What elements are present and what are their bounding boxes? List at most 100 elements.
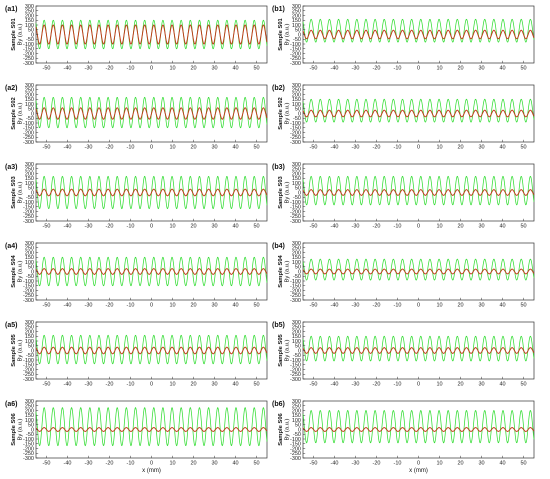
chart-5-ytick-label-8: -100	[290, 200, 301, 206]
chart-10-ytick-label-7: -50	[26, 432, 34, 438]
chart-0-ytick-label-12: -300	[23, 61, 34, 67]
chart-4-ytick-label-8: -100	[23, 200, 34, 206]
chart-9-ytick-label-4: 100	[292, 339, 301, 345]
chart-10-sample-label: Sample S06	[11, 412, 17, 445]
chart-2-xtick-label-9: 40	[232, 145, 238, 151]
chart-9-ytick-label-0: 300	[292, 320, 301, 326]
chart-1-panel-label: (b1)	[272, 6, 285, 13]
chart-11-ytick-label-0: 300	[292, 399, 301, 405]
chart-5-ytick-label-0: 300	[292, 162, 301, 168]
chart-0-xtick-label-8: 30	[211, 66, 217, 72]
chart-6-xtick-label-5: 0	[150, 303, 153, 309]
chart-11-ytick-label-6: 0	[298, 427, 301, 433]
chart-1-ytick-label-7: -50	[293, 37, 301, 43]
chart-6-xtick-label-6: 10	[169, 303, 175, 309]
chart-8-xtick-label-0: -50	[43, 382, 51, 388]
chart-8-ytick-label-12: -300	[23, 377, 34, 383]
chart-0-ytick-label-1: 250	[25, 9, 34, 15]
chart-1-xtick-label-4: -10	[394, 66, 402, 72]
chart-10: -50 -40 -30 -20 -10 0 10 20 30 40 5030025020015010…	[5, 399, 268, 474]
chart-2-series-1	[35, 107, 268, 120]
chart-2-ytick-label-4: 100	[25, 102, 34, 108]
chart-6-xtick-label-1: -40	[64, 303, 72, 309]
chart-2: -50 -40 -30 -20 -10 0 10 20 30 40 5030025020015010…	[5, 83, 268, 151]
chart-4-series-1	[35, 188, 268, 197]
chart-11-xtick-label-5: 0	[417, 461, 420, 467]
chart-3-ytick-label-4: 100	[292, 102, 301, 108]
chart-10-series-0	[35, 407, 268, 447]
chart-6-sample-label: Sample S04	[11, 254, 17, 287]
chart-4-xtick-label-0: -50	[43, 224, 51, 230]
chart-9-xtick-label-2: -30	[352, 382, 360, 388]
chart-1-ytick-label-5: 50	[295, 28, 301, 34]
chart-5-y-axis-label: By (a.u.)	[285, 181, 291, 203]
chart-5-xtick-label-8: 30	[478, 224, 484, 230]
chart-5-ytick-label-9: -150	[290, 205, 301, 211]
chart-1-y-axis-label: By (a.u.)	[285, 23, 291, 45]
chart-7-sample-label: Sample S04	[278, 254, 284, 287]
chart-6-ytick-label-2: 200	[25, 250, 34, 256]
chart-10-xtick-label-9: 40	[232, 461, 238, 467]
chart-5-ytick-label-6: 0	[298, 190, 301, 196]
chart-4-xtick-label-3: -20	[106, 224, 114, 230]
chart-3-xtick-label-1: -40	[331, 145, 339, 151]
chart-4-ytick-label-2: 200	[25, 171, 34, 177]
chart-9-series-1	[302, 347, 535, 354]
chart-1-sample-label: Sample S01	[278, 17, 284, 50]
chart-7-xtick-label-2: -30	[352, 303, 360, 309]
chart-9-ytick-label-2: 200	[292, 329, 301, 335]
chart-6-ytick-label-11: -250	[23, 293, 34, 299]
chart-8-xtick-label-10: 50	[253, 382, 259, 388]
chart-2-xtick-label-6: 10	[169, 145, 175, 151]
chart-9-xtick-label-4: -10	[394, 382, 402, 388]
chart-0-ytick-label-0: 300	[25, 4, 34, 10]
chart-3-ytick-label-8: -100	[290, 121, 301, 127]
chart-7-ytick-label-8: -100	[290, 279, 301, 285]
chart-5-xtick-label-9: 40	[499, 224, 505, 230]
chart-3-xtick-label-5: 0	[417, 145, 420, 151]
chart-1-xtick-label-0: -50	[310, 66, 318, 72]
chart-8: -50 -40 -30 -20 -10 0 10 20 30 40 5030025020015010…	[5, 320, 268, 388]
chart-10-xtick-label-6: 10	[169, 461, 175, 467]
chart-8-y-axis-label: By (a.u.)	[18, 339, 24, 361]
chart-1-ytick-label-2: 200	[292, 13, 301, 19]
chart-3-ytick-label-11: -250	[290, 135, 301, 141]
chart-9-ytick-label-8: -100	[290, 358, 301, 364]
chart-11-xtick-label-6: 10	[436, 461, 442, 467]
chart-6-xtick-label-8: 30	[211, 303, 217, 309]
chart-0-y-axis-label: By (a.u.)	[18, 23, 24, 45]
chart-6-xtick-label-4: -10	[127, 303, 135, 309]
chart-11-xtick-label-9: 40	[499, 461, 505, 467]
chart-9-panel-label: (b5)	[272, 322, 285, 329]
chart-7-ytick-label-6: 0	[298, 269, 301, 275]
chart-9-series-0	[302, 335, 535, 362]
chart-4-xtick-label-1: -40	[64, 224, 72, 230]
chart-8-xtick-label-8: 30	[211, 382, 217, 388]
chart-7-xtick-label-5: 0	[417, 303, 420, 309]
chart-11-xtick-label-0: -50	[310, 461, 318, 467]
chart-3-xtick-label-0: -50	[310, 145, 318, 151]
chart-5-ytick-label-3: 150	[292, 176, 301, 182]
chart-0: -50 -40 -30 -20 -10 0 10 20 30 40 5030025020015010…	[5, 4, 268, 72]
chart-4-xtick-label-7: 20	[190, 224, 196, 230]
chart-0-ytick-label-4: 100	[25, 23, 34, 29]
chart-6-y-axis-label: By (a.u.)	[18, 260, 24, 282]
chart-4-xtick-label-6: 10	[169, 224, 175, 230]
chart-11-ytick-label-9: -150	[290, 442, 301, 448]
chart-5-xtick-label-6: 10	[436, 224, 442, 230]
chart-4-ytick-label-12: -300	[23, 219, 34, 225]
chart-5-ytick-label-1: 250	[292, 167, 301, 173]
chart-11-xtick-label-8: 30	[478, 461, 484, 467]
chart-0-ytick-label-3: 150	[25, 18, 34, 24]
chart-2-y-axis-label: By (a.u.)	[18, 102, 24, 124]
chart-0-ytick-label-2: 200	[25, 13, 34, 19]
chart-1-xtick-label-5: 0	[417, 66, 420, 72]
chart-8-xtick-label-4: -10	[127, 382, 135, 388]
chart-4-xtick-label-8: 30	[211, 224, 217, 230]
chart-4-ytick-label-4: 100	[25, 181, 34, 187]
chart-3: -50 -40 -30 -20 -10 0 10 20 30 40 5030025020015010…	[272, 83, 535, 151]
chart-5-xtick-label-2: -30	[352, 224, 360, 230]
chart-9-ytick-label-6: 0	[298, 348, 301, 354]
chart-9-xtick-label-10: 50	[520, 382, 526, 388]
chart-1-ytick-label-4: 100	[292, 23, 301, 29]
